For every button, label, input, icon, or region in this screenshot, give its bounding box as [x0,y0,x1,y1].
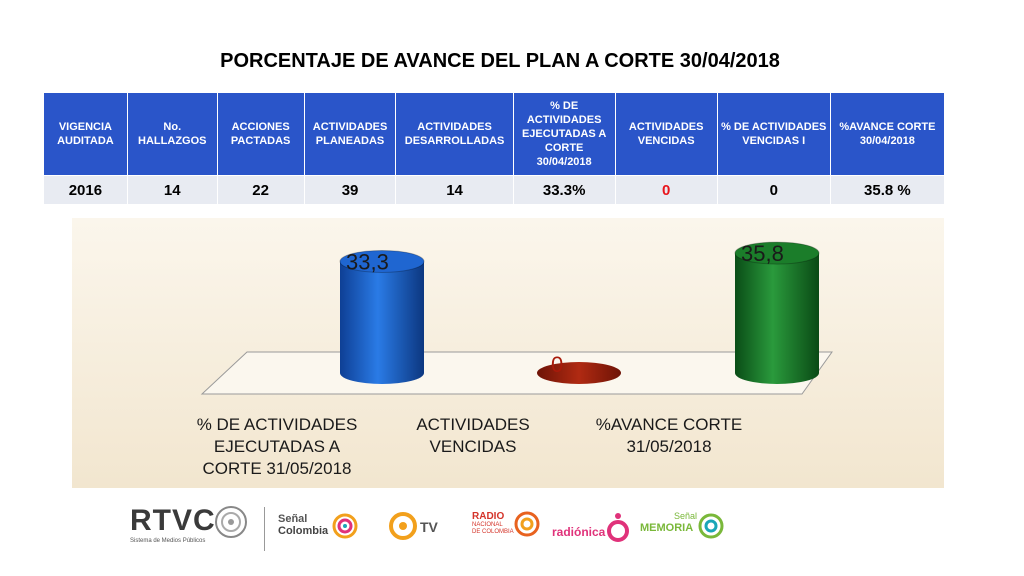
senal-memoria-text-2: MEMORIA [640,522,694,534]
header-cell: VIGENCIA AUDITADA [43,92,128,176]
category-label: %AVANCE CORTE [596,415,742,434]
category-label: 31/05/2018 [626,437,711,456]
logo-divider [264,507,265,551]
table-cell: 14 [126,175,218,205]
rtvc-logo: RTVC Sistema de Medios Públicos [130,505,270,544]
chart-panel: 33,3 % DE ACTIVIDADES EJECUTADAS A CORTE 31… [72,218,944,488]
category-label: CORTE 31/05/2018 [203,459,352,478]
table-cell: 33.3% [512,175,616,205]
radio-nacional-text-2: NACIONAL [472,522,503,528]
rtvc-logo-text: RTVC [130,504,216,537]
senal-colombia-logo: Señal Colombia [278,513,368,539]
radio-nacional-swirl-icon [514,511,540,537]
table-cell: 35.8 % [829,175,946,205]
tv-logo-text: TV [420,519,438,535]
bar-chart: 33,3 % DE ACTIVIDADES EJECUTADAS A CORTE 31… [197,241,833,478]
category-label: ACTIVIDADES [416,415,529,434]
footer-logos: RTVC Sistema de Medios Públicos Señal Co… [130,505,750,555]
table-cell: 0 [716,175,831,205]
radio-nacional-logo: RADIO NACIONAL DE COLOMBIA [472,511,552,537]
page-title: PORCENTAJE DE AVANCE DEL PLAN A CORTE 30… [220,50,780,72]
table-cell: 22 [216,175,305,205]
header-cell: ACTIVIDADES DESARROLLADAS [395,92,514,176]
header-cell: ACTIVIDADES PLANEADAS [303,92,397,176]
data-label: 0 [551,352,563,377]
senal-colombia-text-1: Señal [278,513,308,525]
senal-memoria-text-1: Señal [674,511,698,521]
table-cell: 14 [395,175,514,205]
header-cell: No. HALLAZGOS [126,92,218,176]
chart-bar [537,362,621,384]
radio-nacional-text-3: DE COLOMBIA [472,529,514,535]
table-header-row: VIGENCIA AUDITADA No. HALLAZGOS ACCIONES… [43,92,946,176]
radio-nacional-text-1: RADIO [472,511,505,522]
header-cell: % DE ACTIVIDADES VENCIDAS I [716,92,831,176]
data-label: 35,8 [741,241,784,266]
header-cell: ACTIVIDADES VENCIDAS [614,92,718,176]
header-cell: ACCIONES PACTADAS [216,92,305,176]
senal-memoria-swirl-icon [698,513,724,539]
table-cell: 2016 [43,175,128,205]
rtvc-logo-subtitle: Sistema de Medios Públicos [130,538,206,544]
header-cell: %AVANCE CORTE 30/04/2018 [829,92,946,176]
chart-bar [339,249,425,384]
radionica-ring-icon [607,513,629,542]
senal-colombia-text-2: Colombia [278,525,329,537]
rtvc-spiral-icon [215,506,247,538]
tv-sun-icon [389,512,417,540]
table-row: 2016 14 22 39 14 33.3% 0 0 35.8 % [43,175,946,205]
senal-memoria-logo: Señal MEMORIA [640,511,750,539]
table-cell: 39 [303,175,397,205]
radionica-logo-text: radiónica [552,525,606,539]
senal-colombia-swirl-icon [332,513,358,539]
category-label: VENCIDAS [430,437,517,456]
category-label: EJECUTADAS A [214,437,341,456]
chart-bar [734,241,820,384]
category-label: % DE ACTIVIDADES [197,415,358,434]
table-cell: 0 [614,175,718,205]
summary-table: VIGENCIA AUDITADA No. HALLAZGOS ACCIONES… [43,92,946,205]
header-cell: % DE ACTIVIDADES EJECUTADAS A CORTE 30/0… [512,92,616,176]
data-label: 33,3 [346,249,389,274]
tv-logo: TV [388,511,448,546]
